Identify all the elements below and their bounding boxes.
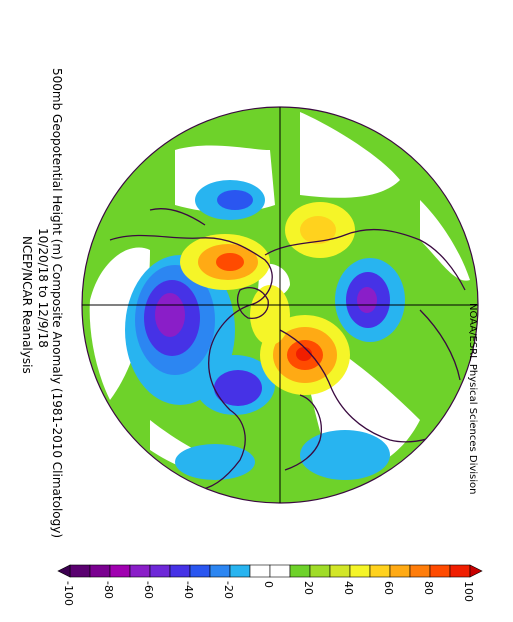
colorbar-swatch xyxy=(89,564,111,578)
colorbar-swatch xyxy=(369,564,391,578)
colorbar-swatch xyxy=(449,564,471,578)
colorbar-tick-label: -80 xyxy=(102,581,115,599)
colorbar-swatch xyxy=(189,564,211,578)
colorbar-swatch xyxy=(249,564,271,578)
colorbar-swatch xyxy=(129,564,151,578)
colorbar-tick-label: 0 xyxy=(262,581,275,588)
colorbar-tick-label: -40 xyxy=(182,581,195,599)
colorbar-tick-label: -100 xyxy=(62,581,75,606)
colorbar-swatch xyxy=(149,564,171,578)
colorbar-tick-label: 40 xyxy=(342,581,355,595)
positive-anomaly-areas xyxy=(180,202,355,395)
colorbar-swatch xyxy=(269,564,291,578)
colorbar-swatch xyxy=(389,564,411,578)
credit-label: NOAA/ESRL Physical Sciences Division xyxy=(467,303,478,495)
colorbar-swatch xyxy=(229,564,251,578)
colorbar-swatch xyxy=(69,564,91,578)
map-title: 500mb Geopotential Height (m) Composite … xyxy=(50,68,64,539)
map-source: NCEP/NCAR Reanalysis xyxy=(20,236,34,374)
map-date-range: 10/20/18 to 12/9/18 xyxy=(36,228,50,348)
colorbar-swatch xyxy=(329,564,351,578)
coastlines xyxy=(109,208,466,491)
colorbar-tick-label: 100 xyxy=(462,581,475,602)
negative-anomaly-areas xyxy=(125,180,405,480)
colorbar-swatch xyxy=(289,564,311,578)
colorbar-min-arrow xyxy=(57,564,71,578)
colorbar-tick-label: -20 xyxy=(222,581,235,599)
colorbar-swatch xyxy=(109,564,131,578)
anomaly-atlantic xyxy=(175,444,255,480)
colorbar-tick-label: -60 xyxy=(142,581,155,599)
colorbar-tick-label: 80 xyxy=(422,581,435,595)
colorbar-swatch xyxy=(409,564,431,578)
colorbar-swatch xyxy=(429,564,451,578)
colorbar-swatch xyxy=(169,564,191,578)
colorbar-tick-label: 20 xyxy=(302,581,315,595)
colorbar-swatch xyxy=(209,564,231,578)
colorbar xyxy=(57,564,483,578)
colorbar-swatch xyxy=(349,564,371,578)
colorbar-max-arrow xyxy=(469,564,483,578)
colorbar-tick-label: 60 xyxy=(382,581,395,595)
colorbar-swatch xyxy=(309,564,331,578)
